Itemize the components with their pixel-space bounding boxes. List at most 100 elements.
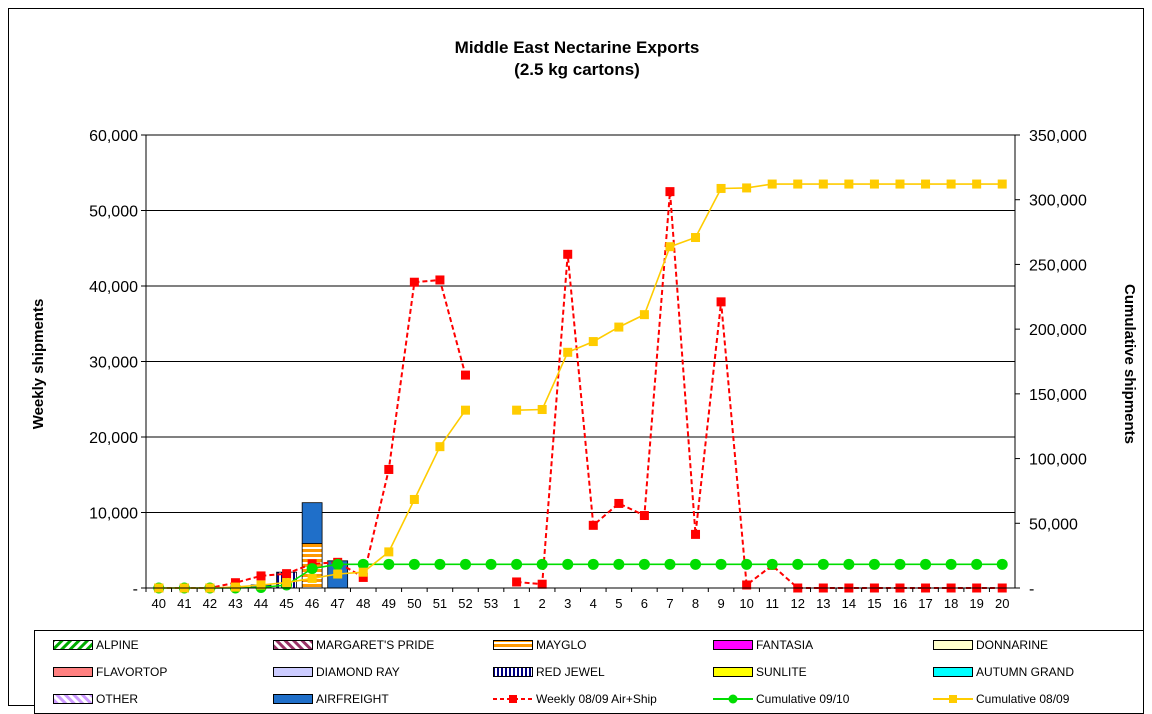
y-tick-label: 10,000 <box>89 506 138 523</box>
legend-swatch-marker <box>728 694 738 704</box>
data-point <box>384 547 394 557</box>
data-point <box>690 558 702 570</box>
legend-swatch-box <box>53 640 93 650</box>
x-tick-label: 6 <box>641 596 648 611</box>
chart-subtitle: (2.5 kg cartons) <box>514 60 640 79</box>
data-point <box>843 558 855 570</box>
legend-swatch <box>713 667 753 677</box>
legend-item: RED JEWEL <box>493 663 605 681</box>
y-tick-label: 50,000 <box>89 204 138 221</box>
data-point <box>817 558 829 570</box>
x-tick-label: 19 <box>969 596 983 611</box>
legend-label: Cumulative 08/09 <box>976 692 1070 706</box>
y-tick-label: 20,000 <box>89 430 138 447</box>
data-point <box>459 558 471 570</box>
x-tick-label: 12 <box>791 596 805 611</box>
legend-item: Cumulative 08/09 <box>933 690 1069 708</box>
data-point <box>972 179 982 189</box>
data-point <box>282 578 292 588</box>
x-tick-label: 49 <box>382 596 396 611</box>
data-point <box>792 558 804 570</box>
data-point <box>563 249 573 259</box>
data-point <box>742 183 752 193</box>
data-point <box>894 558 906 570</box>
legend-swatch-box <box>713 640 753 650</box>
data-point <box>639 310 649 320</box>
x-tick-label: 20 <box>995 596 1009 611</box>
legend-label: FLAVORTOP <box>96 665 168 679</box>
data-point <box>307 573 317 583</box>
legend-swatch-box <box>713 667 753 677</box>
legend-swatch <box>933 640 973 650</box>
legend-item: ALPINE <box>53 636 139 654</box>
data-point <box>333 569 343 579</box>
x-tick-label: 4 <box>590 596 597 611</box>
data-point <box>664 558 676 570</box>
data-point <box>537 579 547 589</box>
y2-tick-label: 300,000 <box>1029 193 1087 210</box>
legend-item: DONNARINE <box>933 636 1048 654</box>
data-point <box>536 558 548 570</box>
x-tick-label: 46 <box>305 596 319 611</box>
x-tick-label: 51 <box>433 596 447 611</box>
legend-label: Cumulative 09/10 <box>756 692 850 706</box>
data-point <box>742 580 752 590</box>
chart-legend: ALPINE MARGARET'S PRIDE MAYGLO FANTASIA DONN… <box>34 630 1144 714</box>
data-point <box>256 580 266 590</box>
data-point <box>869 179 879 189</box>
data-point <box>587 558 599 570</box>
data-point <box>562 558 574 570</box>
x-tick-label: 44 <box>254 596 268 611</box>
data-point <box>639 511 649 521</box>
left-axis-ticks: - 10,000 20,000 30,000 40,000 50,000 60,000 <box>89 128 146 598</box>
legend-item: MARGARET'S PRIDE <box>273 636 434 654</box>
chart-title: Middle East Nectarine Exports <box>455 38 700 57</box>
legend-swatch-marker <box>509 695 517 703</box>
data-point <box>715 558 727 570</box>
x-tick-label: 41 <box>177 596 191 611</box>
bar-segment <box>301 502 323 544</box>
data-point <box>332 558 344 570</box>
y-tick-label: - <box>133 581 138 598</box>
legend-item: Cumulative 09/10 <box>713 690 849 708</box>
legend-swatch-box <box>273 694 313 704</box>
legend-swatch-box <box>273 667 313 677</box>
y-tick-label: 30,000 <box>89 355 138 372</box>
x-tick-label: 15 <box>867 596 881 611</box>
legend-swatch <box>713 640 753 650</box>
legend-swatch <box>273 667 313 677</box>
legend-label: SUNLITE <box>756 665 807 679</box>
data-point <box>408 558 420 570</box>
data-point <box>512 405 522 415</box>
legend-swatch-box <box>273 640 313 650</box>
legend-swatch <box>493 640 533 650</box>
legend-swatch-box <box>933 667 973 677</box>
y2-tick-label: 50,000 <box>1029 516 1078 533</box>
legend-item: MAYGLO <box>493 636 586 654</box>
x-tick-label: 45 <box>279 596 293 611</box>
legend-swatch-box <box>933 640 973 650</box>
data-point <box>460 370 470 380</box>
x-axis-ticks: 40 41 42 43 44 45 46 47 48 49 50 51 52 53 1 2 3 4 5 6 7 8 9 10 1… <box>145 588 1009 611</box>
data-point <box>895 179 905 189</box>
legend-label: MARGARET'S PRIDE <box>316 638 435 652</box>
legend-swatch <box>493 695 533 703</box>
legend-label: FANTASIA <box>756 638 814 652</box>
legend-swatch-box <box>493 667 533 677</box>
y2-tick-label: 250,000 <box>1029 257 1087 274</box>
legend-swatch <box>53 640 93 650</box>
x-tick-label: 52 <box>458 596 472 611</box>
data-point <box>230 582 240 592</box>
data-point <box>614 322 624 332</box>
series-line <box>158 563 1003 589</box>
legend-swatch-marker <box>949 695 957 703</box>
legend-swatch <box>273 640 313 650</box>
legend-item: AIRFREIGHT <box>273 690 389 708</box>
data-point <box>793 179 803 189</box>
x-tick-label: 8 <box>692 596 699 611</box>
data-point <box>384 464 394 474</box>
legend-item: DIAMOND RAY <box>273 663 400 681</box>
data-point <box>511 558 523 570</box>
data-point <box>868 558 880 570</box>
data-point <box>306 563 318 575</box>
